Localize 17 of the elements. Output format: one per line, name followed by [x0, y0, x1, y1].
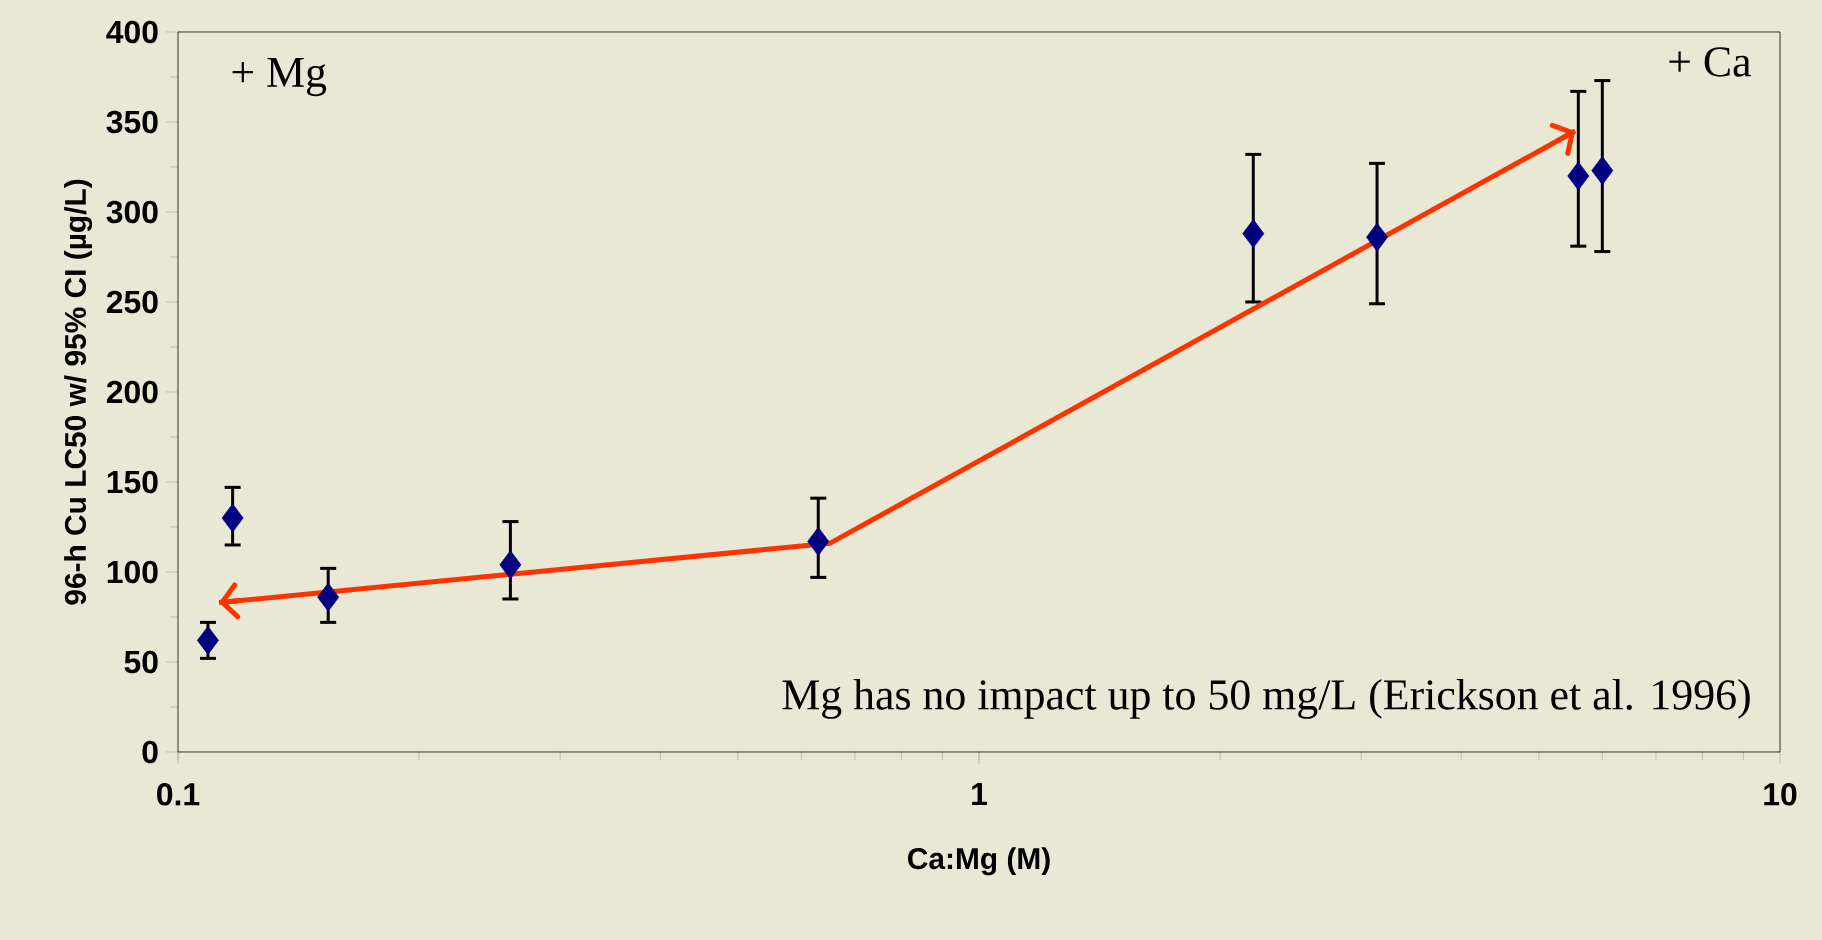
annotation: Mg has no impact up to 50 mg/L (Erickson et al. 1996) [782, 678, 1750, 719]
annotation: + Mg [232, 57, 327, 97]
y-tick-label: 250 [106, 290, 158, 314]
x-axis-title: Ca:Mg (M) [908, 847, 1050, 876]
x-tick-label: 0.1 [157, 783, 200, 806]
x-tick-label: 1 [972, 783, 987, 805]
y-tick-label: 200 [106, 380, 158, 404]
y-axis-title: 96-h Cu LC50 w/ 95% CI (µg/L) [64, 179, 93, 605]
y-tick-label: 50 [124, 650, 158, 674]
x-tick-label: 10 [1764, 783, 1797, 806]
y-tick-label: 350 [106, 110, 158, 134]
y-tick-label: 150 [107, 470, 158, 494]
annotation: + Ca [1669, 47, 1751, 77]
y-tick-label: 0 [142, 740, 158, 764]
y-tick-label: 100 [107, 560, 158, 584]
y-tick-label: 400 [106, 20, 158, 44]
y-tick-label: 300 [106, 200, 158, 224]
